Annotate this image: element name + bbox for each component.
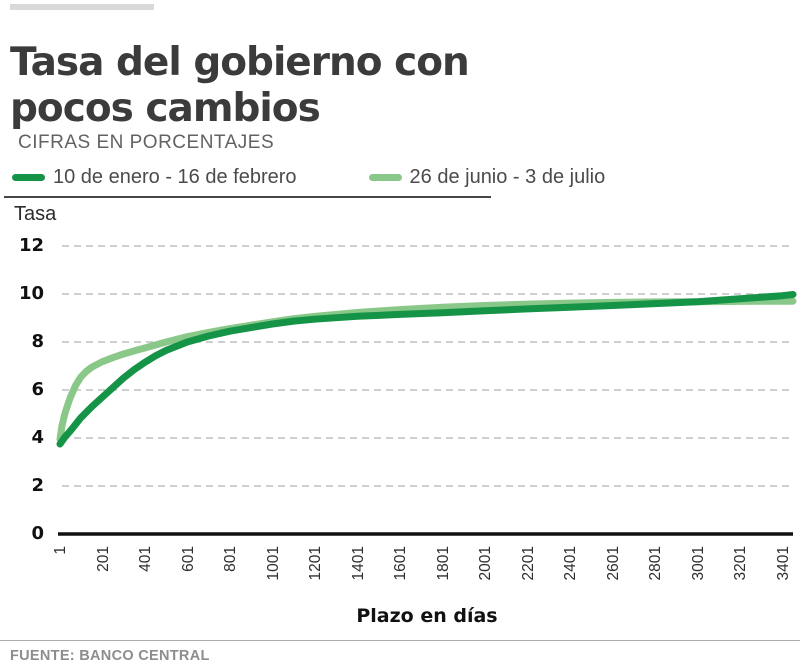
x-tick-1201: 1201	[307, 546, 325, 581]
y-tick-4: 4	[31, 427, 44, 448]
y-tick-0: 0	[31, 523, 44, 544]
x-tick-1401: 1401	[349, 546, 367, 581]
series-line-0	[56, 291, 797, 448]
x-tick-201: 201	[94, 546, 112, 572]
x-tick-1: 1	[52, 546, 69, 555]
y-tick-10: 10	[18, 283, 44, 304]
legend-divider	[4, 196, 491, 198]
chart-legend: 10 de enero - 16 de febrero 26 de junio …	[12, 166, 605, 189]
x-tick-801: 801	[222, 546, 240, 572]
x-tick-3201: 3201	[732, 546, 750, 581]
footer-divider	[0, 640, 800, 641]
x-tick-2001: 2001	[477, 546, 495, 581]
legend-item-junio-julio: 26 de junio - 3 de julio	[368, 166, 606, 189]
x-tick-3401: 3401	[774, 546, 792, 581]
x-tick-2201: 2201	[519, 546, 537, 581]
x-tick-1801: 1801	[434, 546, 452, 581]
x-tick-1601: 1601	[392, 546, 410, 581]
y-tick-12: 12	[18, 235, 44, 256]
x-tick-1001: 1001	[264, 546, 282, 581]
y-tick-6: 6	[31, 379, 44, 400]
page-title: Tasa del gobierno con pocos cambios	[10, 40, 470, 132]
legend-item-enero-febrero: 10 de enero - 16 de febrero	[12, 166, 297, 189]
series-line-1	[56, 297, 797, 443]
chart-subtitle: CIFRAS EN PORCENTAJES	[18, 132, 275, 153]
x-tick-2801: 2801	[647, 546, 665, 581]
legend-label: 26 de junio - 3 de julio	[409, 166, 606, 188]
x-tick-601: 601	[179, 546, 197, 572]
legend-swatch-light-green	[368, 174, 402, 181]
x-axis-title: Plazo en días	[356, 605, 498, 627]
y-tick-8: 8	[31, 331, 44, 352]
y-tick-2: 2	[31, 475, 44, 496]
y-axis-title: Tasa	[14, 203, 57, 225]
x-tick-2401: 2401	[562, 546, 580, 581]
source-credit: FUENTE: BANCO CENTRAL	[10, 648, 210, 664]
x-tick-3001: 3001	[689, 546, 707, 581]
x-tick-401: 401	[137, 546, 154, 572]
x-tick-2601: 2601	[604, 546, 622, 581]
legend-swatch-dark-green	[12, 174, 45, 181]
kicker-bar	[10, 4, 154, 10]
legend-label: 10 de enero - 16 de febrero	[53, 166, 297, 188]
